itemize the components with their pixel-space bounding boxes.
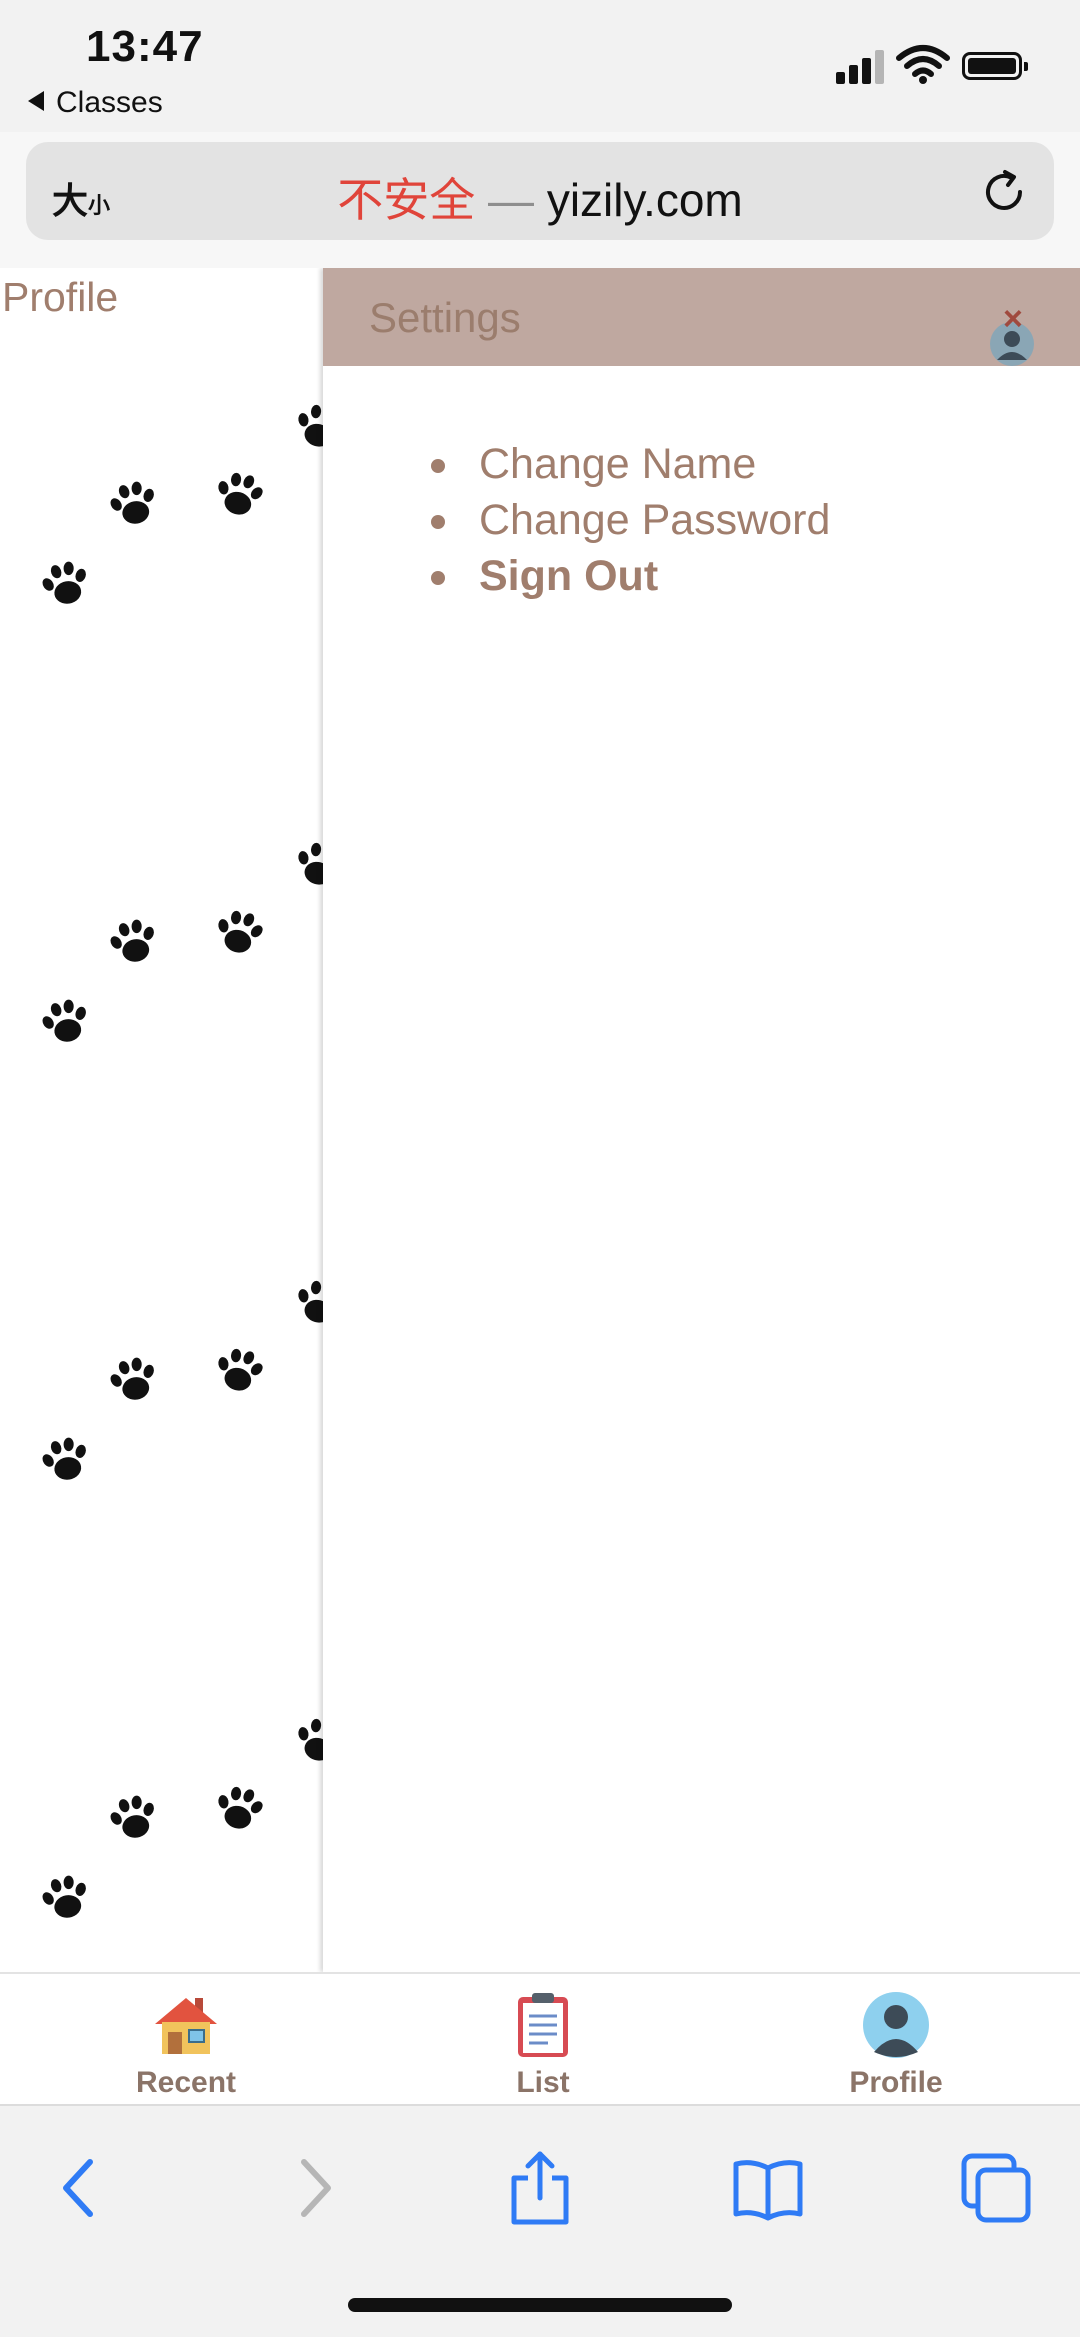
paw-print-icon: [204, 1774, 273, 1843]
paw-print-icon: [204, 898, 273, 967]
back-arrow-icon[interactable]: [40, 2148, 120, 2228]
bookmarks-icon[interactable]: [728, 2148, 808, 2228]
back-to-app-link[interactable]: Classes: [28, 86, 163, 120]
status-bar: 13:47 Classes: [0, 0, 1080, 132]
settings-panel: Settings × Change Name Change Password S…: [323, 268, 1080, 1972]
text-size-big: 大: [52, 180, 89, 221]
paw-print-icon: [100, 472, 165, 537]
url-display[interactable]: 不安全 — yizily.com: [26, 164, 1054, 230]
house-icon: [155, 1998, 217, 2054]
insecure-label: 不安全: [337, 174, 476, 226]
avatar-icon: [990, 322, 1034, 366]
text-size-button[interactable]: 大小: [52, 172, 110, 224]
paw-print-icon: [100, 1786, 165, 1851]
change-name-link[interactable]: Change Name: [423, 436, 830, 492]
tab-profile-label: Profile: [849, 2066, 943, 2099]
share-icon[interactable]: [500, 2148, 580, 2228]
tab-recent-label: Recent: [135, 2066, 237, 2099]
settings-menu: Change Name Change Password Sign Out: [423, 436, 830, 604]
paw-print-icon: [32, 1428, 97, 1493]
settings-title: Settings: [369, 294, 521, 341]
avatar-icon: [863, 1992, 929, 2058]
status-time: 13:47: [86, 22, 204, 71]
paw-print-icon: [32, 990, 97, 1055]
wifi-icon: [896, 45, 950, 84]
sign-out-link[interactable]: Sign Out: [423, 548, 830, 604]
tabs-icon[interactable]: [956, 2148, 1036, 2228]
address-bar[interactable]: 大小 不安全 — yizily.com: [26, 142, 1054, 240]
tab-list-label: List: [516, 2066, 570, 2099]
text-size-small: 小: [88, 193, 111, 218]
paw-print-icon: [32, 1866, 97, 1931]
page-title: Profile: [2, 274, 119, 320]
tab-list[interactable]: List: [443, 1990, 643, 2100]
settings-header: Settings ×: [323, 268, 1080, 366]
tab-recent[interactable]: Recent: [86, 1990, 286, 2100]
change-password-link[interactable]: Change Password: [423, 492, 830, 548]
forward-arrow-icon[interactable]: [274, 2148, 354, 2228]
tab-bar: Recent List Profile: [0, 1972, 1080, 2104]
back-triangle-icon: [28, 91, 44, 111]
battery-icon: [962, 52, 1028, 80]
paw-print-icon: [100, 1348, 165, 1413]
back-app-label: Classes: [56, 86, 163, 119]
url-separator: —: [488, 174, 535, 226]
paw-print-icon: [204, 460, 273, 529]
home-indicator: [348, 2298, 732, 2312]
paw-print-icon: [204, 1336, 273, 1405]
close-icon[interactable]: ×: [1003, 300, 1023, 338]
tab-profile[interactable]: Profile: [796, 1990, 996, 2100]
paw-print-icon: [100, 910, 165, 975]
signal-icon: [836, 50, 886, 84]
clipboard-icon: [518, 1993, 568, 2057]
paw-print-icon: [32, 552, 97, 617]
web-page: Profile Settings × Change Name Change Pa…: [0, 268, 1080, 1972]
url-domain: yizily.com: [546, 174, 743, 226]
reload-icon[interactable]: [980, 168, 1028, 216]
